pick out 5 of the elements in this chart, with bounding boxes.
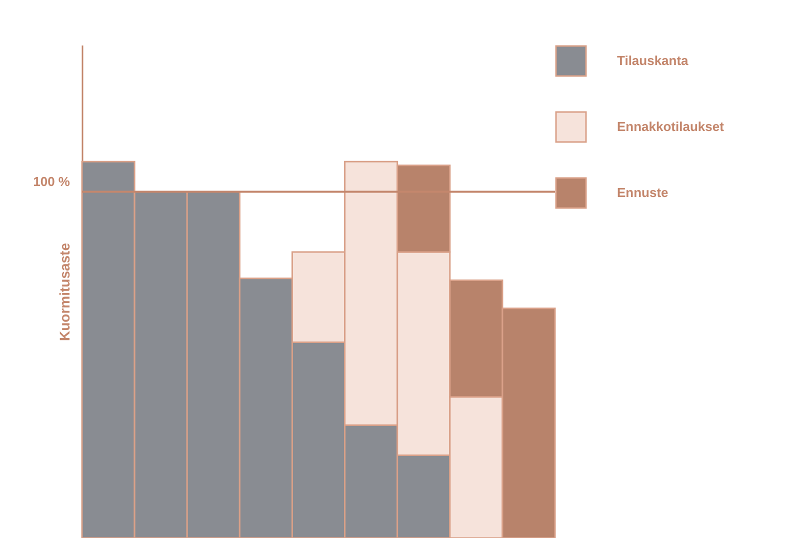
y-axis-title: Kuormitusaste [56,242,72,342]
legend-label: Tilauskanta [617,53,690,68]
legend-label: Ennakkotilaukset [617,119,725,134]
legend-label: Ennuste [617,185,668,200]
text: 100 % [33,174,70,189]
